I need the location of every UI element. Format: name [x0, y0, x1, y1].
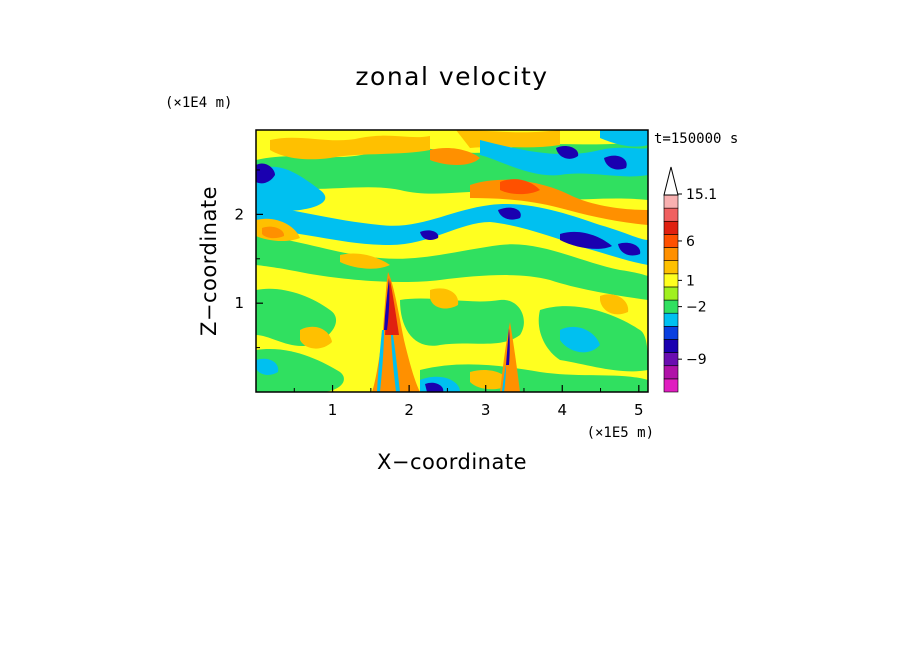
contour-region	[270, 135, 430, 160]
colorbar: 15.1 6 1 −2 −9	[663, 166, 717, 393]
colorbar-swatch	[663, 326, 679, 340]
colorbar-swatch	[663, 352, 679, 367]
contour-region	[480, 140, 648, 177]
contour-region	[256, 163, 275, 184]
x-scale-label: (×1E5 m)	[587, 425, 654, 441]
x-tick-label: 3	[481, 401, 491, 419]
colorbar-label: 1	[686, 273, 695, 289]
contour-region	[600, 130, 648, 147]
contour-region	[456, 130, 560, 148]
contour-region	[256, 235, 648, 300]
colorbar-label: −2	[686, 300, 707, 316]
contour-region	[560, 231, 612, 249]
contour-region	[420, 230, 439, 240]
contour-region	[256, 166, 326, 212]
colorbar-swatch	[663, 194, 679, 209]
plot-frame	[255, 129, 649, 393]
time-label: t=150000 s	[654, 131, 738, 147]
contour-region	[256, 349, 344, 392]
contour-region	[498, 207, 521, 220]
contour-region	[500, 179, 540, 195]
colorbar-swatch	[663, 312, 679, 327]
x-tick-label: 4	[557, 401, 567, 419]
colorbar-swatch	[663, 273, 679, 288]
colorbar-label: 6	[686, 234, 695, 250]
colorbar-swatch	[663, 207, 679, 222]
colorbar-label: 15.1	[686, 187, 717, 203]
contour-region	[256, 358, 279, 375]
jet-core	[377, 330, 384, 392]
x-tick-label: 2	[404, 401, 414, 419]
contour-region	[556, 145, 579, 159]
jet-core	[506, 328, 510, 365]
contour-field	[256, 130, 648, 392]
y-tick-label: 1	[234, 294, 244, 312]
colorbar-swatch	[663, 234, 679, 248]
contour-region	[600, 294, 629, 315]
colorbar-swatch	[663, 247, 679, 261]
x-tick-label: 1	[328, 401, 338, 419]
contour-region	[470, 369, 510, 390]
colorbar-swatch	[663, 339, 679, 353]
contour-region	[430, 147, 480, 165]
contour-region	[430, 288, 459, 309]
colorbar-swatch	[663, 220, 679, 235]
chart-title: zonal velocity	[355, 62, 548, 91]
colorbar-extension	[663, 166, 679, 196]
colorbar-swatch	[663, 286, 679, 301]
contour-region	[560, 326, 600, 353]
contour-region	[425, 382, 444, 392]
contour-region	[400, 298, 524, 346]
contour-region	[262, 226, 285, 239]
colorbar-swatch	[663, 260, 679, 275]
colorbar-swatch	[663, 299, 679, 314]
contour-region	[300, 326, 332, 349]
colorbar-label: −9	[686, 352, 707, 368]
y-scale-label: (×1E4 m)	[165, 95, 232, 111]
x-axis-label: X−coordinate	[377, 450, 527, 474]
contour-region	[256, 204, 648, 265]
colorbar-swatch	[663, 378, 679, 393]
contour-region	[340, 253, 390, 269]
jet-core	[384, 278, 390, 330]
x-tick-label: 5	[634, 401, 644, 419]
x-axis: 1 2 3 4 5	[293, 385, 644, 419]
y-axis-label: Z−coordinate	[197, 186, 221, 336]
contour-region	[618, 242, 641, 256]
colorbar-swatch	[663, 365, 679, 380]
jet-core	[502, 365, 506, 392]
y-axis: 12	[234, 169, 263, 349]
y-tick-label: 2	[234, 205, 244, 223]
jet-core	[391, 335, 400, 392]
contour-region	[604, 155, 627, 170]
